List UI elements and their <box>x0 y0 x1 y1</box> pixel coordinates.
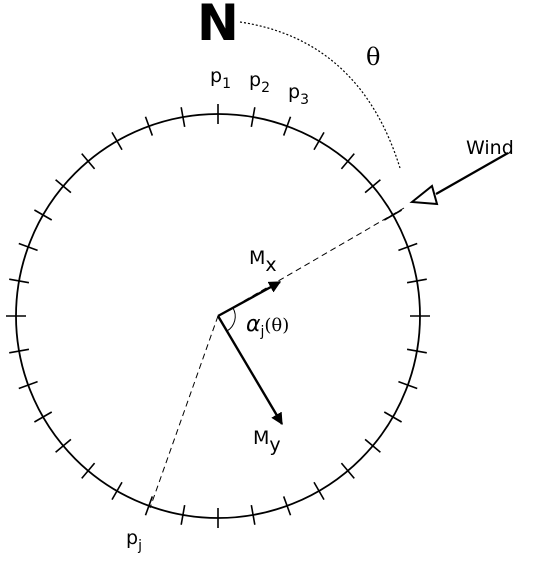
moment-sub: y <box>269 434 280 456</box>
point-label: p3 <box>288 81 309 108</box>
wind-arrowhead <box>409 184 439 206</box>
point-j-line <box>149 315 219 509</box>
point-name: p <box>210 65 222 87</box>
my-arrow <box>216 315 284 426</box>
point-label: p2 <box>249 69 270 96</box>
point-name: p <box>288 81 300 103</box>
boundary-circle <box>15 113 421 519</box>
moment-name: M <box>249 247 265 269</box>
alpha-sub: j <box>260 324 265 340</box>
north-label: N <box>197 0 239 52</box>
mx-label: Mx <box>249 247 277 276</box>
moment-sub: x <box>265 254 276 276</box>
alpha-suffix: (θ) <box>264 315 289 336</box>
point-name: p <box>249 69 261 91</box>
point-sub: j <box>137 538 142 554</box>
mx-arrow <box>217 280 282 318</box>
theta-label: θ <box>366 43 380 71</box>
alpha-arc <box>226 307 236 332</box>
point-label: pj <box>126 527 142 554</box>
my-label: My <box>253 427 281 456</box>
moment-name: M <box>253 427 269 449</box>
point-sub: 1 <box>222 76 231 92</box>
angle-arc <box>239 21 401 169</box>
alpha-label: αj(θ) <box>246 312 289 340</box>
point-name: p <box>126 527 138 549</box>
wind-label: Wind <box>466 137 514 159</box>
wind-line <box>435 152 509 195</box>
point-sub: 2 <box>261 80 270 96</box>
alpha-name: α <box>246 312 261 337</box>
point-sub: 3 <box>300 92 309 108</box>
point-label: p1 <box>210 65 231 92</box>
